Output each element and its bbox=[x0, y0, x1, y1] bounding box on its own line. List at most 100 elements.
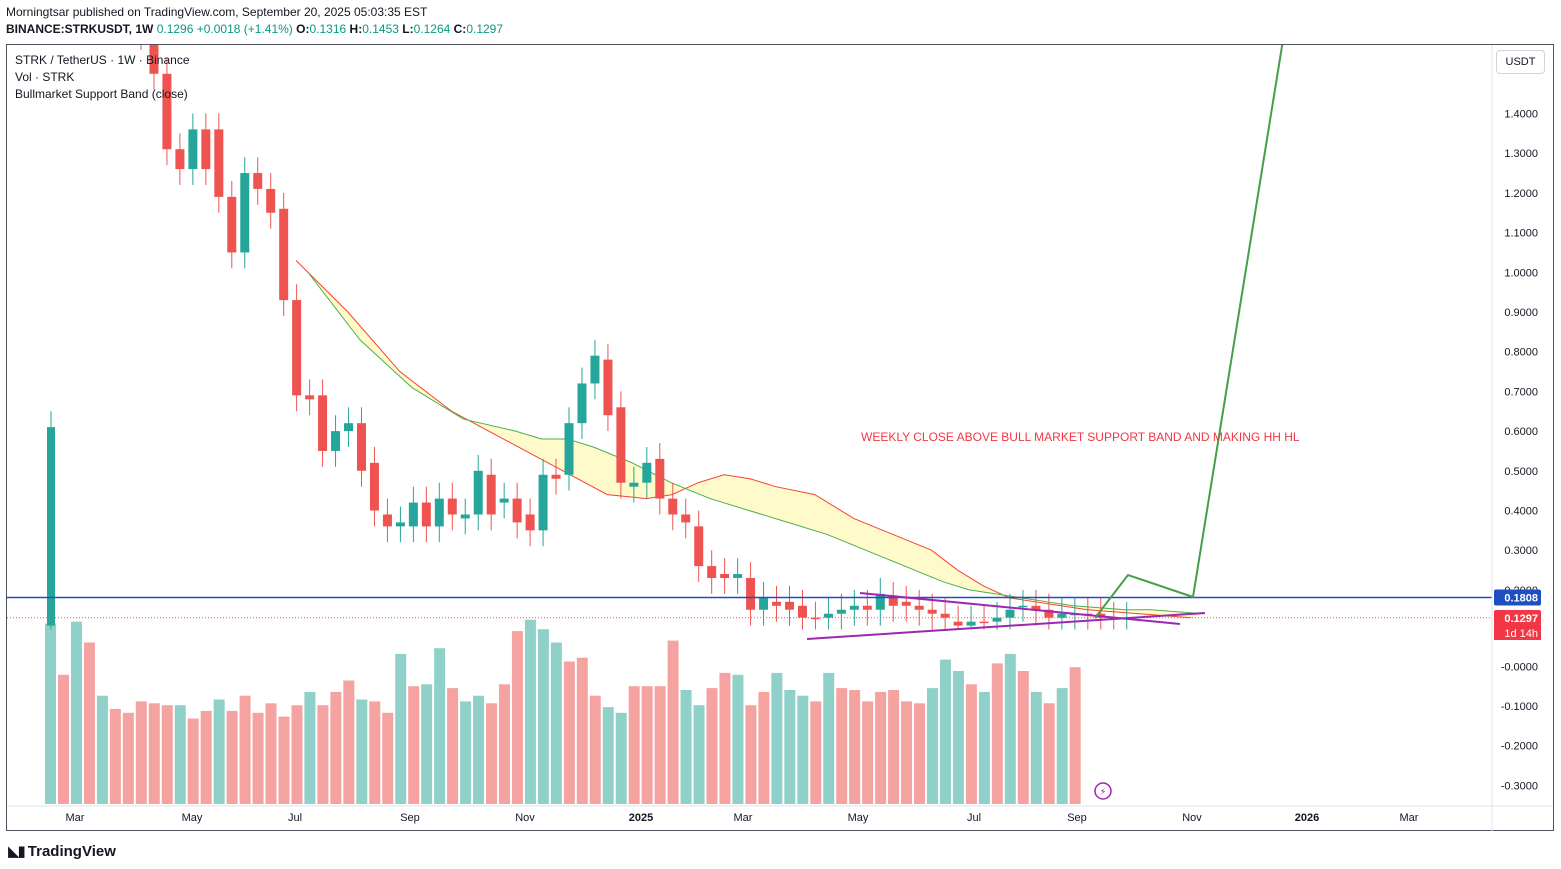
volume-bar bbox=[1030, 691, 1042, 804]
candle-body bbox=[772, 601, 782, 606]
candle-body bbox=[849, 605, 859, 610]
y-tick-label: 1.2000 bbox=[1504, 188, 1538, 200]
volume-bar bbox=[109, 709, 121, 804]
volume-bar bbox=[978, 691, 990, 804]
volume-bar bbox=[498, 684, 510, 804]
x-tick-label: Mar bbox=[734, 812, 753, 824]
candle-body bbox=[240, 173, 250, 253]
candle-body bbox=[707, 566, 717, 578]
candle-body bbox=[421, 502, 431, 527]
volume-bar bbox=[395, 653, 407, 804]
legend-volume[interactable]: Vol · STRK bbox=[15, 70, 75, 84]
y-tick-label: -0.1000 bbox=[1501, 701, 1538, 713]
volume-bar bbox=[901, 701, 913, 804]
volume-bar bbox=[758, 691, 770, 804]
candle-body bbox=[642, 462, 652, 483]
y-tick-label: 1.4000 bbox=[1504, 109, 1538, 121]
tradingview-logo[interactable]: ◣▮ TradingView bbox=[8, 842, 116, 861]
candle-body bbox=[1005, 609, 1015, 618]
candle-body bbox=[823, 613, 833, 618]
x-tick-label: Mar bbox=[1400, 812, 1419, 824]
currency-selector[interactable]: USDT bbox=[1496, 50, 1545, 74]
volume-bar bbox=[382, 712, 394, 804]
candle-body bbox=[590, 355, 600, 384]
candle-body bbox=[227, 196, 237, 253]
y-tick-label: 0.8000 bbox=[1504, 347, 1538, 359]
legend-indicator[interactable]: Bullmarket Support Band (close) bbox=[15, 87, 188, 101]
candle-body bbox=[797, 605, 807, 618]
volume-bar bbox=[563, 661, 575, 804]
candle-body bbox=[901, 601, 911, 606]
y-tick-label: -0.2000 bbox=[1501, 741, 1538, 753]
candle-body bbox=[992, 617, 1002, 622]
candle-body bbox=[292, 300, 302, 396]
x-tick-label: Sep bbox=[1067, 812, 1087, 824]
y-tick-label: 1.1000 bbox=[1504, 228, 1538, 240]
volume-bar bbox=[784, 690, 796, 804]
low-value: 0.1264 bbox=[413, 22, 451, 36]
volume-bar bbox=[667, 640, 679, 804]
candle-body bbox=[473, 470, 483, 515]
volume-bar bbox=[719, 672, 731, 804]
volume-bar bbox=[511, 631, 523, 804]
current-price-tag: 0.1297 bbox=[1504, 613, 1538, 625]
volume-bar bbox=[369, 701, 381, 804]
x-tick-label: 2026 bbox=[1295, 812, 1319, 824]
volume-bar bbox=[615, 712, 627, 804]
candle-body bbox=[512, 498, 522, 523]
candle-body bbox=[331, 431, 341, 451]
volume-bar bbox=[408, 686, 420, 804]
volume-bar bbox=[680, 690, 692, 804]
x-tick-label: May bbox=[848, 812, 869, 824]
candle-body bbox=[175, 149, 185, 170]
volume-bar bbox=[486, 703, 498, 804]
candle-body bbox=[460, 514, 470, 519]
volume-bar bbox=[239, 695, 251, 804]
volume-bar bbox=[810, 701, 822, 804]
volume-bar bbox=[732, 674, 744, 804]
volume-bar bbox=[823, 672, 835, 804]
volume-bar bbox=[1043, 703, 1055, 804]
candle-body bbox=[746, 577, 756, 610]
published-line: Morningtsar published on TradingView.com… bbox=[6, 5, 428, 19]
volume-bar bbox=[550, 642, 562, 804]
candle-body bbox=[318, 395, 328, 451]
candle-body bbox=[369, 462, 379, 511]
volume-bar bbox=[1017, 671, 1029, 804]
volume-bar bbox=[213, 699, 225, 804]
candle-body bbox=[836, 609, 846, 614]
volume-bar bbox=[524, 619, 536, 804]
volume-bar bbox=[434, 648, 446, 804]
candle-body bbox=[395, 522, 405, 527]
volume-bar bbox=[226, 710, 238, 804]
y-tick-label: -0.3000 bbox=[1501, 780, 1538, 792]
y-tick-label: 0.5000 bbox=[1504, 466, 1538, 478]
candle-body bbox=[551, 474, 561, 479]
volume-bar bbox=[888, 690, 900, 804]
candle-body bbox=[759, 597, 769, 610]
volume-bar bbox=[952, 671, 964, 804]
candle-body bbox=[408, 502, 418, 527]
volume-bar bbox=[991, 663, 1003, 804]
volume-bar bbox=[926, 688, 938, 804]
legend-title[interactable]: STRK / TetherUS · 1W · Binance bbox=[15, 53, 190, 67]
candle-body bbox=[888, 597, 898, 606]
volume-bar bbox=[278, 716, 290, 804]
volume-bar bbox=[693, 705, 705, 804]
countdown-tag-bg bbox=[1494, 625, 1541, 640]
level-price-tag: 0.1808 bbox=[1504, 593, 1538, 605]
low-label: L: bbox=[402, 22, 414, 36]
volume-bar bbox=[706, 688, 718, 804]
chart-frame[interactable] bbox=[6, 44, 1554, 831]
open-label: O: bbox=[296, 22, 310, 36]
x-tick-label: Nov bbox=[1182, 812, 1202, 824]
candle-body bbox=[486, 474, 496, 515]
x-tick-label: Sep bbox=[400, 812, 420, 824]
candle-body bbox=[629, 482, 639, 487]
volume-bar bbox=[875, 691, 887, 804]
candle-body bbox=[499, 498, 509, 503]
candle-body bbox=[940, 613, 950, 618]
volume-bar bbox=[421, 684, 433, 804]
volume-bar bbox=[330, 691, 342, 804]
